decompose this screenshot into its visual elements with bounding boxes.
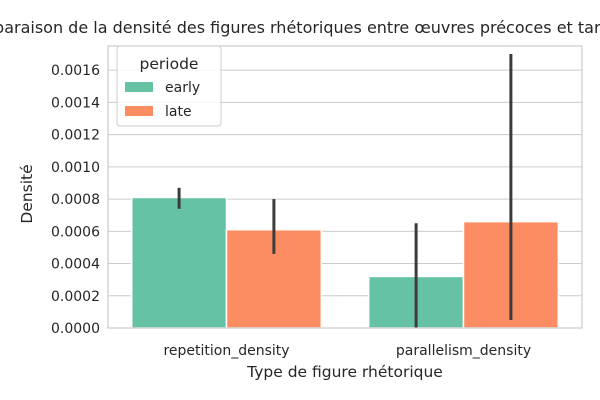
y-tick-label: 0.0014 — [51, 95, 100, 111]
legend-swatch-early — [125, 82, 153, 92]
x-axis-label: Type de figure rhétorique — [246, 363, 443, 381]
legend-label-early: early — [165, 80, 200, 96]
y-tick-label: 0.0008 — [51, 192, 100, 208]
y-tick-label: 0.0002 — [51, 289, 100, 305]
y-tick-labels: 0.0000 0.0002 0.0004 0.0006 0.0008 0.0010 0.00… — [51, 63, 100, 337]
legend: periode early late — [116, 45, 222, 127]
legend-swatch-late — [125, 106, 153, 116]
x-tick-labels: repetition_density parallelism_density — [163, 343, 531, 359]
y-axis-label: Densité — [18, 164, 36, 223]
y-tick-label: 0.0006 — [51, 224, 100, 240]
x-tick-label: parallelism_density — [396, 343, 531, 359]
y-tick-label: 0.0010 — [51, 160, 100, 176]
error-bars — [177, 54, 513, 328]
y-tick-label: 0.0012 — [51, 128, 100, 144]
y-tick-label: 0.0000 — [51, 321, 100, 337]
x-tick-label: repetition_density — [163, 343, 289, 359]
bar-early-repetition_density — [130, 196, 228, 329]
bars — [130, 196, 560, 329]
y-tick-label: 0.0004 — [51, 257, 100, 273]
legend-label-late: late — [165, 104, 192, 120]
chart-title: Comparaison de la densité des figures rh… — [0, 18, 600, 37]
y-tick-label: 0.0016 — [51, 63, 100, 79]
plot-frame — [107, 45, 583, 329]
legend-title: periode — [140, 55, 199, 73]
